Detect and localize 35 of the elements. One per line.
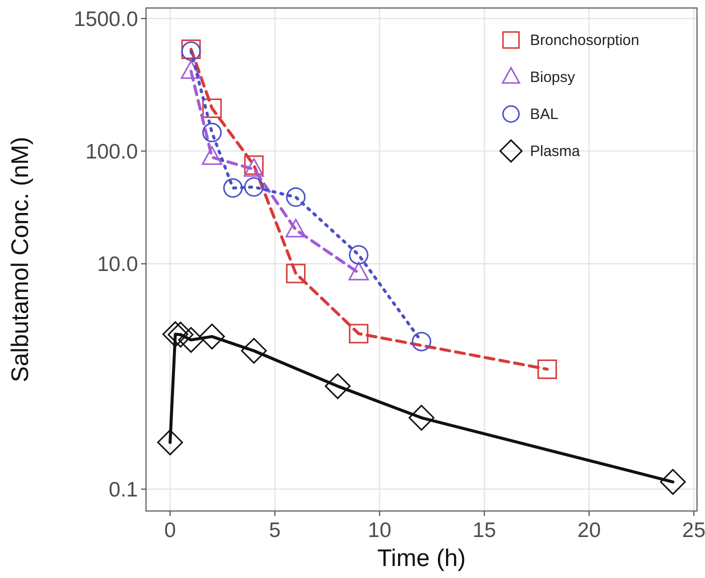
x-tick-label: 0 xyxy=(164,519,176,542)
x-tick-label: 20 xyxy=(577,519,601,542)
legend-label: BAL xyxy=(530,106,558,123)
legend-label: Bronchosorption xyxy=(530,32,640,49)
point xyxy=(348,324,368,344)
point xyxy=(199,324,225,350)
x-axis-title: Time (h) xyxy=(377,545,466,572)
point xyxy=(157,429,183,456)
point xyxy=(537,359,557,379)
point xyxy=(412,332,432,352)
x-tick-label: 5 xyxy=(269,519,281,542)
point xyxy=(408,404,434,431)
y-tick-label: 10.0 xyxy=(97,253,138,276)
x-tick-label: 10 xyxy=(368,519,392,542)
point xyxy=(244,177,264,197)
y-tick-label: 100.0 xyxy=(85,140,138,164)
point xyxy=(162,321,188,348)
legend-label: Plasma xyxy=(530,143,581,160)
legend-label: Biopsy xyxy=(530,69,576,86)
point xyxy=(660,468,686,495)
point xyxy=(240,338,267,364)
point xyxy=(324,373,351,400)
x-tick-label: 25 xyxy=(682,519,705,542)
point xyxy=(202,122,222,142)
y-axis-title: Salbutamol Conc. (nM) xyxy=(7,136,34,382)
point xyxy=(286,187,306,207)
point xyxy=(202,98,222,118)
point xyxy=(286,264,306,284)
x-tick-label: 15 xyxy=(472,519,496,542)
y-tick-label: 1500.0 xyxy=(74,8,138,31)
point xyxy=(178,327,204,353)
point xyxy=(168,322,194,348)
y-tick-label: 0.1 xyxy=(108,478,138,502)
point xyxy=(348,245,368,265)
point xyxy=(223,178,243,198)
